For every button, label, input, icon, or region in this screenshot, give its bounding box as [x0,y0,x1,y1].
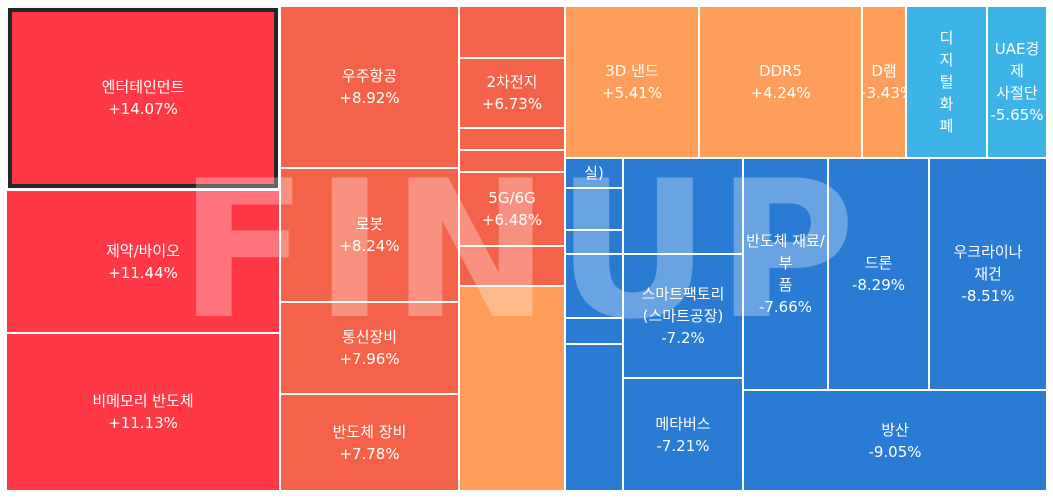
sector-name: 통신장비 [341,328,398,346]
sector-name: 비메모리 반도체 [92,392,194,410]
sector-name: 반도체 장비 [332,422,407,441]
sector-name: 3D 낸드 [605,62,659,80]
sector-change: +8.92% [339,89,400,107]
treemap-tile[interactable]: 통신장비 +7.96% [280,302,459,394]
sector-name: 제약/바이오 [105,241,181,260]
sector-change: -8.29% [851,276,906,294]
sector-name: 재건 [974,265,1002,283]
sector-name: 메타버스 [655,414,711,433]
sector-change: -6.0 [579,184,608,187]
treemap-tile[interactable] [459,286,565,491]
sector-name: 상현 [578,159,610,162]
treemap-tile[interactable]: D램 +3.43% [862,6,906,158]
treemap-tile[interactable]: 로봇 +8.24% [280,168,459,302]
treemap-tile[interactable] [459,6,565,58]
sector-name: 폐 [939,117,954,135]
sector-change: +6.48% [481,211,543,229]
sector-name: 화 [939,95,954,113]
treemap-tile[interactable]: 제약/바이오 +11.44% [6,190,280,333]
treemap-tile[interactable]: DDR5 +4.24% [699,6,862,158]
treemap-tile[interactable] [565,230,623,254]
sector-change: +6.73% [481,95,543,113]
sector-change: +7.78% [339,444,400,463]
treemap-tile[interactable] [565,344,623,491]
sector-change: +4.24% [750,84,811,102]
sector-change: -7.2% [661,329,705,347]
sector-change: -8.51% [961,287,1015,305]
sector-change: -7.21% [656,436,710,455]
sector-name: DDR5 [758,62,803,80]
sector-name: 사절단 [996,84,1038,102]
sector-name: 우주항공 [341,67,398,85]
sector-change: +14.07% [108,100,178,118]
sector-name: 스마트팩토리 [641,285,725,303]
sector-name: (스마트공장) [642,307,724,325]
treemap-tile[interactable] [623,158,743,254]
treemap-tile[interactable]: 반도체 장비 +7.78% [280,394,459,491]
treemap-tile[interactable]: 비메모리 반도체 +11.13% [6,333,280,491]
treemap-tile[interactable] [565,188,623,230]
sector-name: 털 [939,73,954,91]
treemap-tile[interactable] [565,254,623,318]
sector-name: 2차전지 [486,73,538,91]
treemap-tile[interactable]: 5G/6G +6.48% [459,172,565,246]
sector-change: -7.66% [758,298,813,316]
sector-change: +11.13% [108,414,178,432]
sector-change: -9.05% [868,442,922,461]
sector-name: 드론 [864,254,893,272]
sector-name: 방산 [881,420,909,439]
sector-name: 실) [584,164,604,182]
sector-change: +3.43% [863,84,905,102]
sector-name: UAE경제 [994,40,1040,80]
sector-name: 우크라이나 [953,243,1023,261]
sector-name: 로봇 [355,215,384,233]
sector-change: +5.41% [601,84,663,102]
sector-change: +8.24% [339,237,400,255]
treemap-tile[interactable]: 방산 -9.05% [743,390,1047,491]
treemap-tile[interactable]: 스마트팩토리 (스마트공장) -7.2% [623,254,743,378]
treemap-tile[interactable]: 우주항공 +8.92% [280,6,459,168]
sector-name: 반도체 재료/부 [746,232,825,272]
treemap-tile[interactable]: VR(가상현실)-6.09% [565,158,623,188]
sector-name: 품 [778,276,793,294]
treemap-tile[interactable] [459,150,565,172]
sector-name: D램 [871,62,897,80]
sector-change: -5.65% [990,106,1044,124]
treemap-tile[interactable] [459,128,565,150]
sector-name: 디 [939,29,954,47]
sector-name: 5G/6G [488,189,536,207]
treemap-tile[interactable] [459,246,565,286]
treemap-tile[interactable]: 드론 -8.29% [828,158,929,390]
sector-name: 엔터테인먼트 [101,78,185,96]
treemap-tile[interactable] [565,318,623,344]
sector-change: +7.96% [339,350,400,368]
treemap-tile[interactable]: 메타버스 -7.21% [623,378,743,491]
sector-name: 지 [939,51,954,69]
treemap-tile[interactable]: 엔터테인먼트 +14.07% [8,8,278,188]
treemap-tile[interactable]: 3D 낸드 +5.41% [565,6,699,158]
treemap-tile[interactable]: 2차전지 +6.73% [459,58,565,128]
sector-change: +11.44% [108,263,178,282]
